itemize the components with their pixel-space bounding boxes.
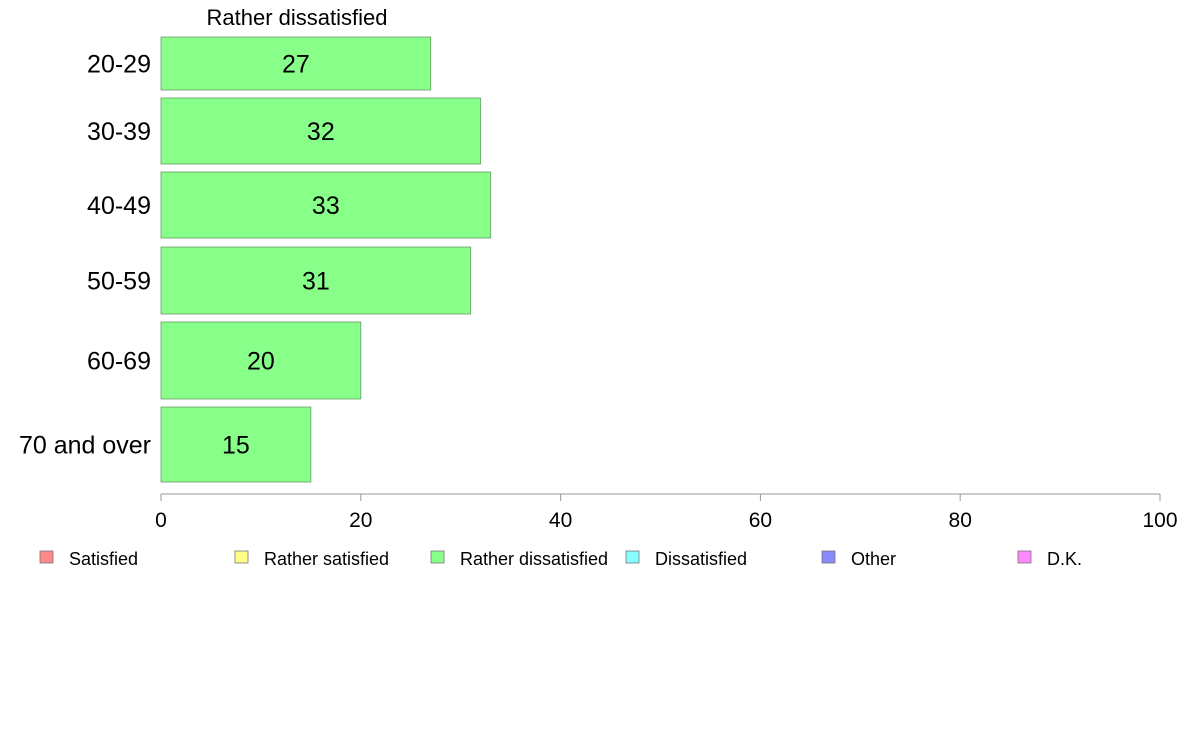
category-label: 30-39 [87, 118, 151, 146]
bar-40-49 [160, 171, 492, 239]
legend-label: Dissatisfied [655, 549, 747, 569]
bar-value-label: 33 [312, 192, 340, 220]
x-tick-label: 40 [549, 509, 572, 532]
legend-label: Rather dissatisfied [460, 549, 608, 569]
x-tick-label: 0 [155, 509, 167, 532]
legend-swatch [39, 550, 54, 564]
category-label: 50-59 [87, 268, 151, 296]
bar-value-label: 31 [302, 268, 330, 296]
legend-label: Satisfied [69, 549, 138, 569]
legend-swatch [821, 550, 836, 564]
category-label: 20-29 [87, 51, 151, 79]
bar-20-29 [160, 36, 432, 91]
x-tick-label: 20 [349, 509, 372, 532]
legend-label: Rather satisfied [264, 549, 389, 569]
bar-value-label: 27 [282, 51, 310, 79]
bar-60-69 [160, 321, 362, 400]
legend-swatch [234, 550, 249, 564]
legend: Satisfied Rather satisfied Rather dissatis… [39, 549, 1082, 569]
legend-swatch [625, 550, 640, 564]
bar-value-label: 32 [307, 118, 335, 146]
bar-value-label: 20 [247, 348, 275, 376]
category-label: 60-69 [87, 348, 151, 376]
category-label: 40-49 [87, 192, 151, 220]
legend-label: Other [851, 549, 896, 569]
category-label: 70 and over [19, 432, 151, 460]
x-tick-label: 100 [1142, 509, 1177, 532]
legend-label: D.K. [1047, 549, 1082, 569]
bar-70-and-over [160, 406, 312, 483]
x-tick-label: 60 [749, 509, 772, 532]
chart-title: Rather dissatisfied [207, 5, 388, 30]
bars-group: 27 20-29 32 30-39 33 40-49 31 50-59 20 60-69 15 70 … [19, 36, 492, 483]
bar-value-label: 15 [222, 432, 250, 460]
bar-50-59 [160, 246, 472, 315]
x-axis: 0 20 40 60 80 100 [155, 493, 1178, 532]
x-tick-label: 80 [949, 509, 972, 532]
bar-30-39 [160, 97, 482, 165]
legend-swatch [430, 550, 445, 564]
legend-swatch [1017, 550, 1032, 564]
